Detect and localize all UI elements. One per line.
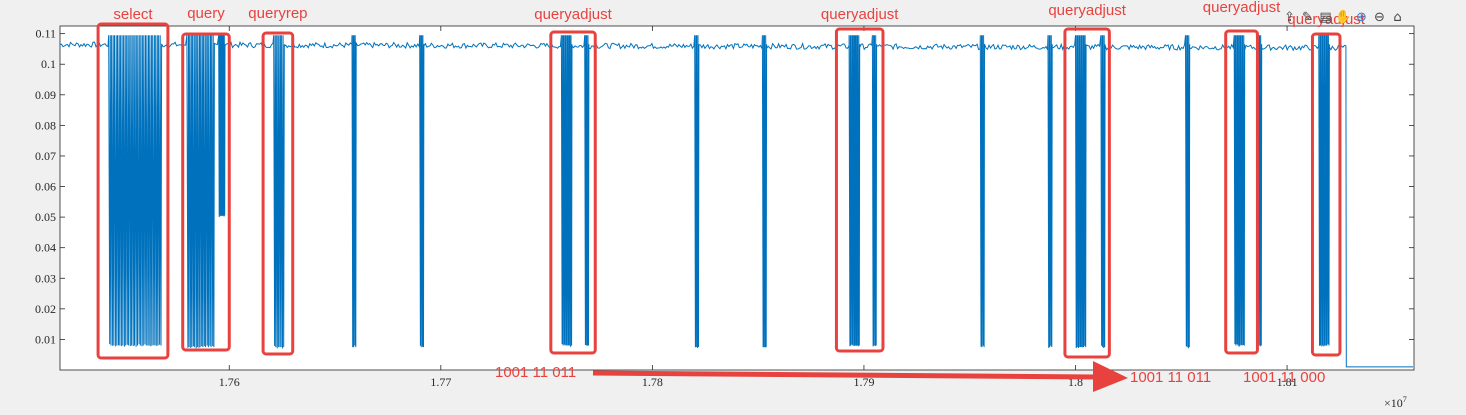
annotation-boxes: select query queryrep queryadjust queryadjus… [96, 0, 1366, 360]
bit-label-2: 1001 11 011 [1130, 369, 1211, 386]
annotation-label: queryadjust [1203, 0, 1281, 16]
y-tick-label: 0.03 [35, 271, 56, 285]
annotation-box [834, 27, 885, 353]
annotation-label: queryrep [248, 5, 307, 22]
annotation-box [1224, 29, 1259, 355]
annotation-label: query [187, 5, 225, 22]
y-tick-label: 0.09 [35, 88, 56, 102]
arrow-head [1093, 361, 1128, 392]
y-tick-label: 0.02 [35, 302, 56, 316]
annotation-box [1310, 32, 1342, 357]
y-tick-label: 0.04 [35, 241, 56, 255]
bit-arrow [592, 361, 1128, 392]
y-tick-label: 0.08 [35, 118, 56, 132]
datatip-icon[interactable]: ▤ [1319, 9, 1332, 25]
annotation-label: queryadjust [1048, 2, 1126, 19]
x-tick-label: 1.81 [1277, 375, 1298, 389]
annotation-box [1063, 27, 1111, 359]
zoom-in-icon[interactable]: ⊕ [1356, 9, 1367, 25]
export-icon[interactable]: ⇪ [1284, 9, 1295, 25]
y-tick-label: 0.11 [35, 27, 56, 41]
pan-icon[interactable]: ✋ [1335, 9, 1352, 25]
y-tick-label: 0.07 [35, 149, 56, 163]
x-tick-label: 1.79 [853, 375, 874, 389]
x-exponent-label: ×107 [1384, 395, 1407, 410]
y-tick-label: 0.06 [35, 180, 56, 194]
annotation-label: queryadjust [534, 6, 612, 23]
annotation-label: select [113, 6, 153, 23]
annotation-label: queryadjust [821, 6, 899, 23]
x-tick-label: 1.78 [642, 375, 663, 389]
axis-ticks: 0.01 0.02 0.03 0.04 0.05 0.06 0.07 0.08 0.09 0.1 0… [35, 26, 1414, 389]
bit-label-3: 1001 11 000 [1243, 369, 1325, 386]
zoom-out-icon[interactable]: ⊖ [1374, 9, 1385, 25]
annotation-label: queryadjust [1287, 11, 1365, 28]
home-icon[interactable]: ⌂ [1393, 9, 1402, 25]
arrow-shaft [592, 370, 1096, 380]
annotation-box [96, 22, 170, 360]
annotation-box [549, 30, 597, 355]
axes-toolbar: ⇪ ✎ ▤ ✋ ⊕ ⊖ ⌂ [1282, 7, 1405, 27]
bit-label-1: 1001 11 011 [495, 364, 576, 381]
y-tick-label: 0.1 [41, 57, 56, 71]
x-tick-label: 1.76 [219, 375, 240, 389]
y-tick-label: 0.05 [35, 210, 56, 224]
annotation-box [181, 32, 231, 352]
brush-icon[interactable]: ✎ [1302, 9, 1313, 25]
x-tick-label: 1.77 [430, 375, 451, 389]
annotation-box [261, 31, 295, 356]
y-tick-label: 0.01 [35, 332, 56, 346]
